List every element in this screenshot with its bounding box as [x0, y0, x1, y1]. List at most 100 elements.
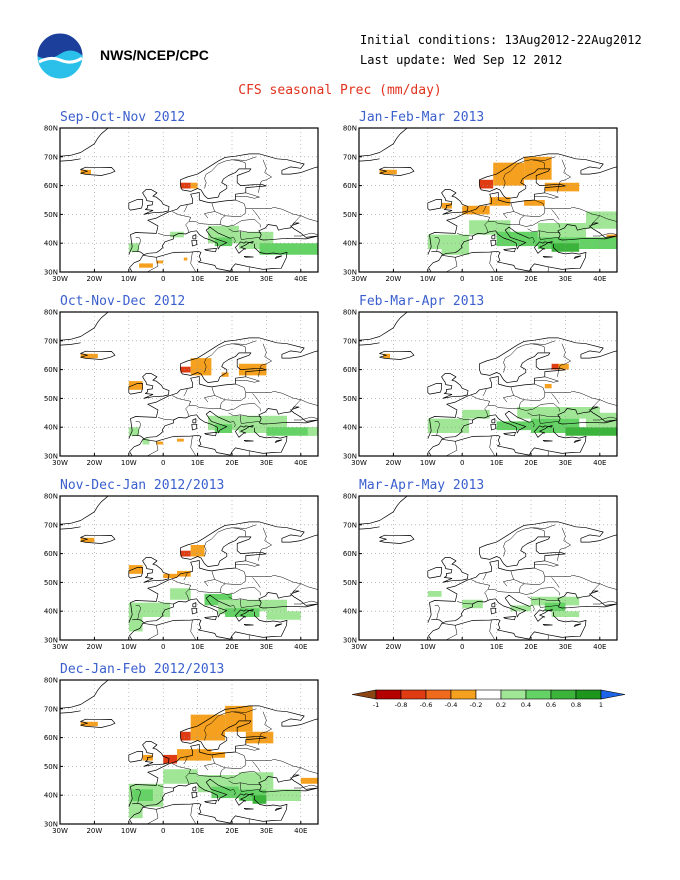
country-border [135, 237, 142, 252]
coastline [534, 609, 553, 622]
precip-anomaly-cell [479, 179, 494, 189]
lon-tick-label: 40E [294, 827, 307, 835]
colorbar-label: -0.2 [470, 701, 483, 709]
coastline [490, 239, 497, 247]
country-border [245, 206, 302, 224]
country-border [259, 343, 273, 371]
colorbar-swatch [425, 689, 452, 700]
precip-anomaly-cell [163, 754, 177, 764]
coastline [235, 241, 254, 254]
country-border [230, 421, 236, 428]
panel-title: Oct-Nov-Dec 2012 [60, 294, 186, 309]
lon-tick-label: 10W [121, 827, 137, 835]
country-border [204, 579, 215, 587]
coastline [243, 808, 254, 810]
country-border [599, 583, 617, 590]
europe-precip-map: 30W 20W 10W 0 10E 20E 30E 40E 30N 40N 50N 60N 70N 80N [343, 309, 618, 467]
coastline [441, 189, 469, 215]
lon-tick-label: 20E [225, 275, 238, 283]
precip-anomaly-cell [80, 537, 95, 543]
coastline [128, 567, 143, 579]
lon-tick-label: 10E [191, 459, 204, 467]
lon-tick-label: 30W [351, 275, 367, 283]
country-border [503, 159, 546, 189]
country-border [539, 414, 559, 424]
lon-tick-label: 30W [52, 827, 68, 835]
country-border [204, 711, 247, 741]
lon-tick-label: 20E [225, 643, 238, 651]
map-panel-6: Dec-Jan-Feb 2012/2013 30W 20W 10W 0 10E 20E 30… [30, 662, 330, 835]
country-border [252, 577, 261, 588]
coastline [258, 774, 318, 793]
lon-tick-label: 20E [524, 275, 537, 283]
country-border [518, 403, 560, 412]
coastline [274, 255, 283, 259]
country-border [258, 738, 260, 745]
coastline [128, 337, 318, 439]
country-border [245, 574, 302, 592]
precip-anomaly-cell [180, 731, 191, 741]
country-border [240, 782, 260, 792]
coastline [142, 189, 170, 215]
lon-tick-label: 20W [86, 275, 102, 283]
precip-anomaly-cell [221, 372, 229, 377]
lat-tick-label: 70N [44, 705, 58, 713]
country-border [146, 625, 159, 640]
lon-tick-label: 0 [161, 459, 165, 467]
country-border [259, 159, 273, 187]
lat-tick-label: 40N [44, 424, 58, 432]
coastline [128, 153, 318, 255]
coastline [359, 526, 380, 530]
lon-tick-label: 40E [593, 459, 606, 467]
lat-tick-label: 70N [343, 337, 357, 345]
colorbar-swatch [375, 689, 402, 700]
precip-anomaly-cell [156, 260, 164, 264]
colorbar-swatch [475, 689, 502, 700]
country-border [135, 605, 142, 620]
coastline [132, 594, 231, 624]
country-border [230, 237, 236, 244]
lat-tick-label: 40N [343, 424, 357, 432]
colorbar-label: 0.6 [546, 701, 556, 709]
coastline [491, 418, 496, 424]
country-border [157, 417, 174, 421]
country-border [487, 571, 525, 594]
lon-tick-label: 20E [524, 459, 537, 467]
lat-tick-label: 60N [343, 366, 357, 374]
lon-tick-label: 0 [161, 275, 165, 283]
coastline [192, 418, 197, 424]
lat-tick-label: 80N [343, 125, 357, 133]
country-border [183, 204, 188, 213]
coastline [243, 440, 254, 442]
map-panel-5: Mar-Apr-May 2013 30W 20W 10W 0 10E 20E 30E 40E 3… [329, 478, 629, 651]
country-border [204, 159, 247, 189]
lat-tick-label: 70N [44, 521, 58, 529]
country-border [518, 587, 560, 596]
coastline [204, 616, 217, 621]
coastline [491, 602, 496, 608]
country-border [171, 395, 192, 417]
country-border [482, 204, 487, 213]
country-border [524, 199, 546, 217]
lon-tick-label: 30W [351, 459, 367, 467]
country-border [233, 156, 257, 161]
lat-tick-label: 30N [343, 269, 357, 277]
country-border [245, 758, 302, 776]
precip-anomaly-cell [177, 749, 212, 761]
lon-tick-label: 10W [121, 643, 137, 651]
country-border [225, 567, 247, 585]
figure-title: CFS seasonal Prec (mm/day) [238, 83, 442, 98]
country-border [252, 209, 261, 220]
precip-anomaly-cell [128, 565, 143, 574]
colorbar-swatch [575, 689, 602, 700]
precip-anomaly-cell [170, 588, 191, 600]
lon-tick-label: 10W [420, 275, 436, 283]
country-border [190, 252, 197, 272]
coastline [359, 128, 408, 157]
country-border [456, 417, 473, 421]
country-border [532, 156, 556, 161]
lat-tick-label: 30N [44, 269, 58, 277]
noaa-logo-icon [36, 32, 84, 80]
country-border [204, 211, 215, 219]
country-border [532, 340, 556, 345]
